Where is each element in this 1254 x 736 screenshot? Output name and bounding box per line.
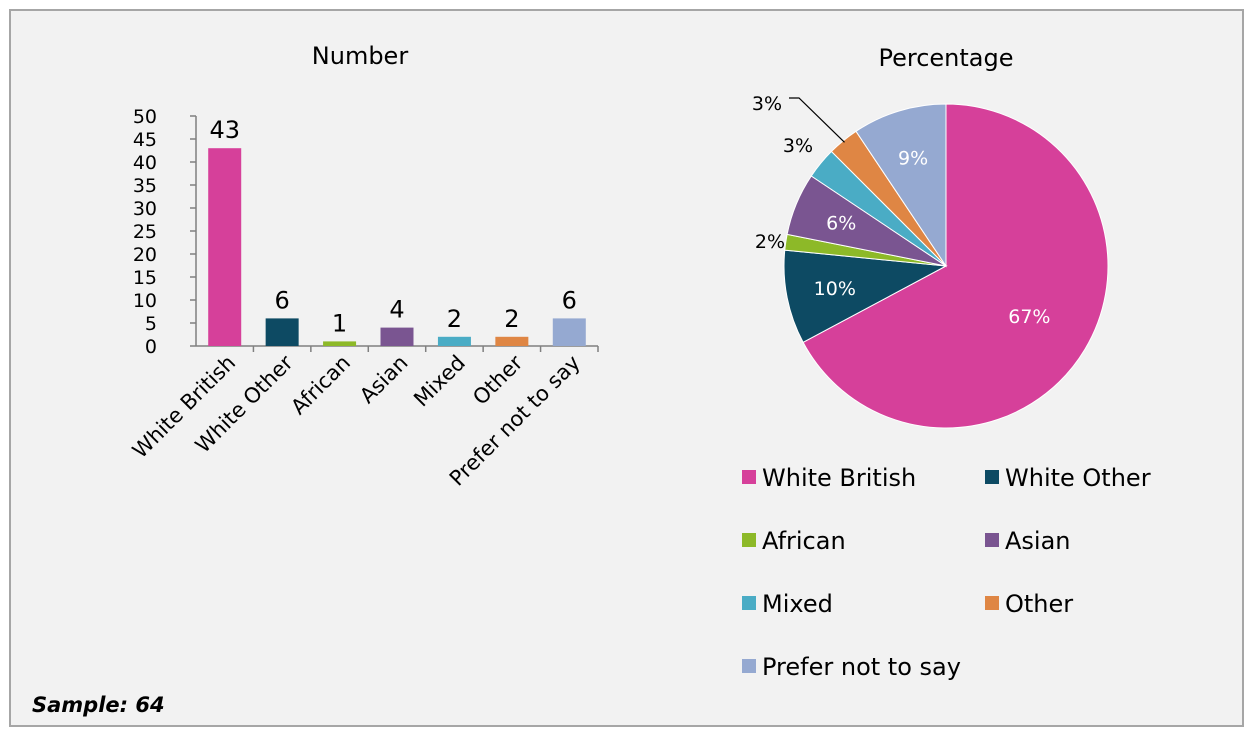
pie-series: 67% 10% 2% 6% 3%3% 9% — [752, 93, 1109, 429]
legend-label: Asian — [1005, 527, 1071, 555]
y-tick-label: 25 — [133, 221, 157, 243]
bar — [265, 318, 299, 346]
pie-percent-label: 67% — [1008, 306, 1050, 328]
pie-percent-label: 10% — [814, 278, 856, 300]
bar-value-label: 43 — [209, 116, 240, 144]
bar-series: 43 6 1 4 2 2 6 — [208, 116, 586, 346]
bar-value-label: 6 — [562, 286, 577, 314]
pie-percent-label: 6% — [826, 213, 856, 235]
legend-label: White British — [762, 464, 916, 492]
legend-swatch — [985, 533, 999, 547]
bar — [437, 336, 471, 346]
bar — [495, 336, 529, 346]
legend-swatch — [742, 596, 756, 610]
y-tick-label: 0 — [145, 336, 157, 358]
pie-percent-label: 9% — [898, 147, 928, 169]
y-tick-label: 45 — [133, 129, 157, 151]
pie-percent-label: 3% — [783, 135, 813, 157]
legend-swatch — [742, 533, 756, 547]
bar — [208, 148, 242, 346]
bar-value-label: 2 — [447, 305, 462, 333]
pie-leader-line — [789, 97, 845, 143]
legend-swatch — [985, 596, 999, 610]
legend-swatch — [742, 470, 756, 484]
pie-legend: White British White Other African Asian Mixe… — [742, 464, 1151, 681]
legend-label: Prefer not to say — [762, 653, 961, 681]
x-category-label: Asian — [355, 351, 413, 409]
x-category-label: African — [286, 351, 355, 420]
y-tick-label: 15 — [133, 267, 157, 289]
sample-size-note: Sample: 64 — [32, 693, 165, 717]
bar — [323, 341, 357, 346]
bar-value-label: 2 — [504, 305, 519, 333]
x-category-label: Mixed — [409, 351, 470, 412]
pie-slice — [802, 103, 1109, 429]
bar-value-label: 4 — [389, 296, 404, 324]
bar-value-label: 1 — [332, 309, 347, 337]
y-tick-label: 10 — [133, 290, 157, 312]
y-tick-label: 20 — [133, 244, 157, 266]
y-tick-label: 5 — [145, 313, 157, 335]
legend-label: African — [762, 527, 846, 555]
legend-label: Mixed — [762, 590, 833, 618]
y-tick-label: 50 — [133, 106, 157, 128]
pie-chart-title: Percentage — [878, 44, 1013, 72]
legend-label: Other — [1005, 590, 1073, 618]
y-tick-label: 30 — [133, 198, 157, 220]
legend-swatch — [985, 470, 999, 484]
legend-swatch — [742, 659, 756, 673]
bar — [552, 318, 586, 346]
y-tick-label: 40 — [133, 152, 157, 174]
pie-slice — [855, 103, 947, 268]
pie-percent-label: 2% — [755, 231, 785, 253]
bar-chart-title: Number — [312, 42, 409, 70]
bar-value-label: 6 — [275, 286, 290, 314]
y-tick-label: 35 — [133, 175, 157, 197]
legend-label: White Other — [1005, 464, 1151, 492]
bar — [380, 327, 414, 346]
pie-percent-label: 3% — [752, 93, 782, 115]
pie-slice — [783, 249, 948, 344]
